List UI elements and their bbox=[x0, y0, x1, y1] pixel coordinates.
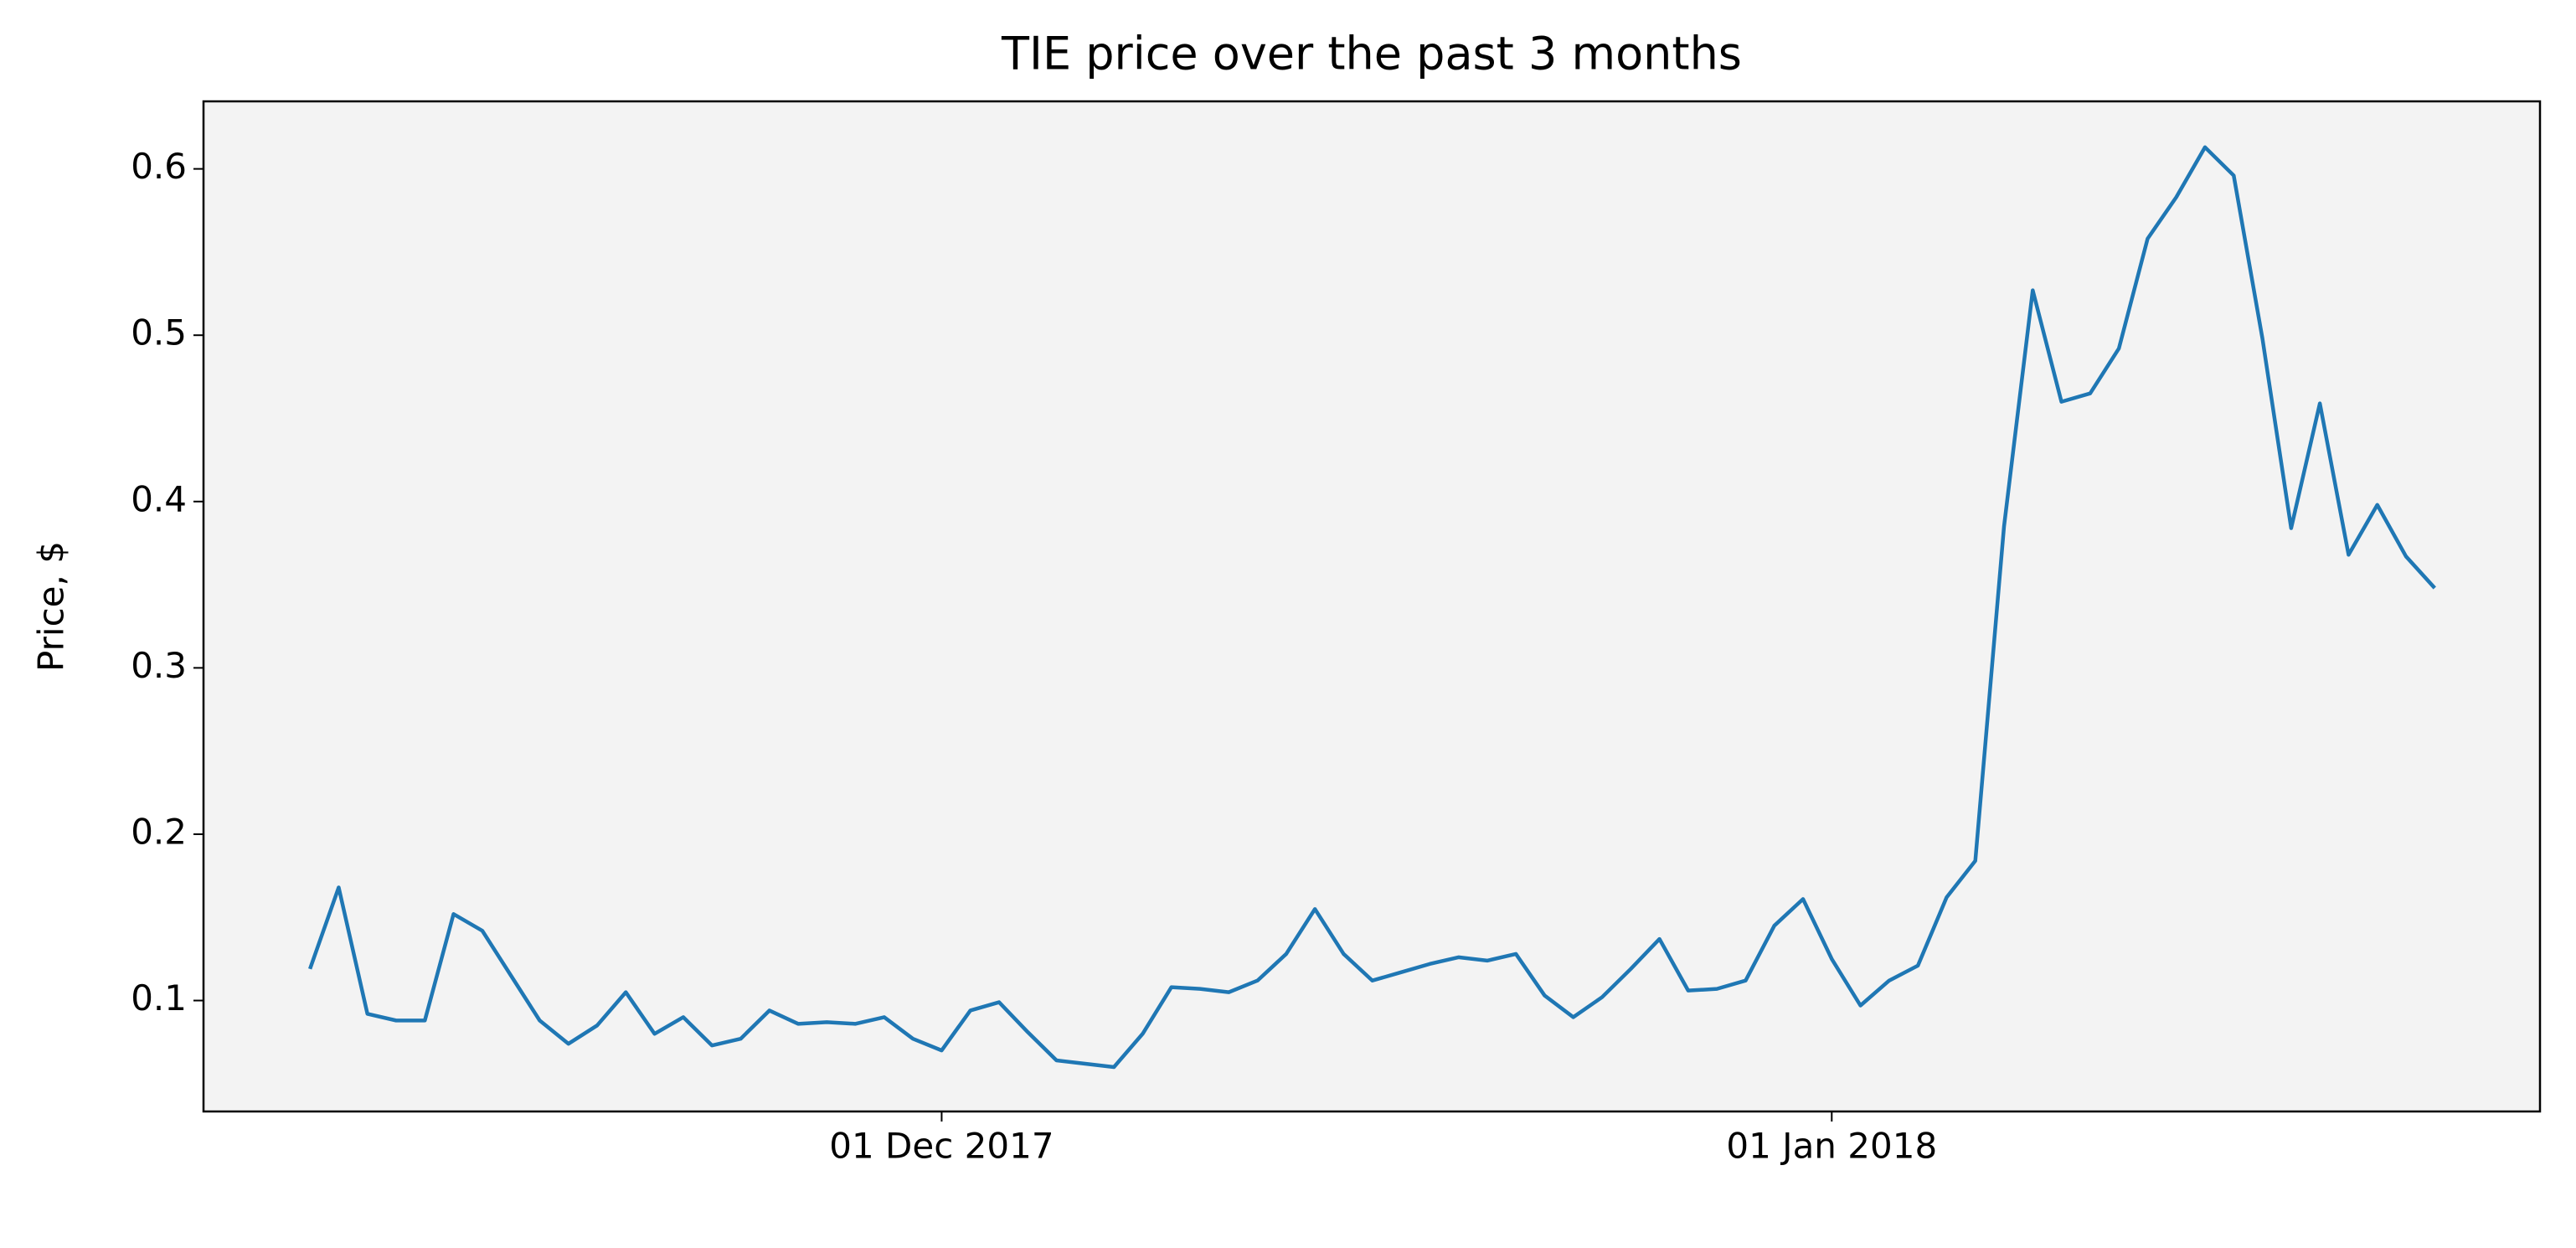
y-tick-label: 0.2 bbox=[131, 811, 187, 852]
plot-area bbox=[204, 101, 2540, 1111]
x-tick-label: 01 Dec 2017 bbox=[829, 1126, 1054, 1167]
price-line bbox=[308, 145, 2436, 1070]
chart-title: TIE price over the past 3 months bbox=[1001, 28, 1742, 80]
plot-frame bbox=[202, 100, 2542, 1113]
x-tick-label: 01 Jan 2018 bbox=[1726, 1126, 1937, 1167]
y-axis-label: Price, $ bbox=[31, 541, 72, 672]
y-tick-label: 0.1 bbox=[131, 977, 187, 1019]
y-tick-label: 0.5 bbox=[131, 312, 187, 353]
y-tick-label: 0.6 bbox=[131, 146, 187, 187]
y-tick-label: 0.4 bbox=[131, 478, 187, 519]
y-tick-label: 0.3 bbox=[131, 645, 187, 686]
